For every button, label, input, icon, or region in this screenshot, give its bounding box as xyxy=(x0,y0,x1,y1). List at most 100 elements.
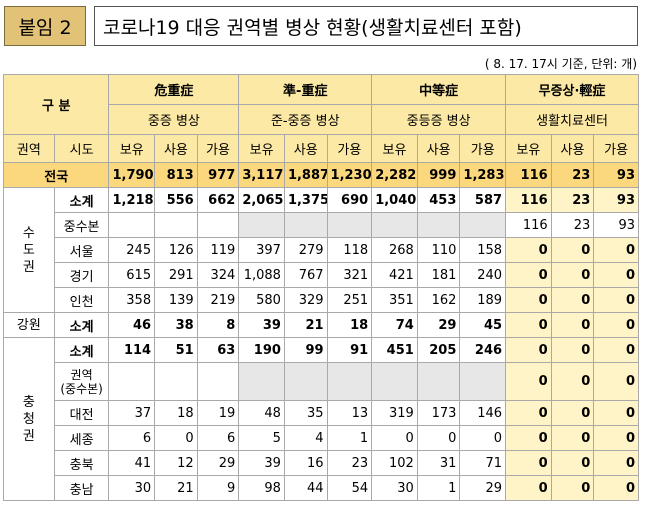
cell: 813 xyxy=(154,162,198,188)
cell xyxy=(416,212,461,238)
cell xyxy=(459,212,507,238)
cell: 44 xyxy=(283,475,328,501)
header-group-critical: 危重症 xyxy=(108,74,240,105)
header-metric: 가용 xyxy=(326,134,373,163)
cell: 0 xyxy=(505,312,552,338)
header-group-moderate: 中等症 xyxy=(371,74,507,105)
city-label-line: (중수본) xyxy=(60,381,103,396)
cell: 0 xyxy=(550,237,595,263)
region-name-part: 권 xyxy=(22,428,35,444)
attachment-badge: 붙임 2 xyxy=(4,6,86,46)
cell: 71 xyxy=(459,450,507,476)
cell: 5 xyxy=(238,425,285,451)
cell xyxy=(238,362,285,401)
cell: 0 xyxy=(505,425,552,451)
cell: 1,218 xyxy=(108,187,156,213)
region-name-part: 권 xyxy=(22,259,35,275)
cell: 0 xyxy=(505,362,552,401)
cell: 0 xyxy=(550,362,595,401)
cell: 0 xyxy=(550,400,595,426)
cell: 30 xyxy=(108,475,156,501)
cell: 189 xyxy=(459,287,507,313)
cell: 139 xyxy=(154,287,198,313)
cell: 397 xyxy=(238,237,285,263)
cell xyxy=(108,362,156,401)
city-label: 충남 xyxy=(53,475,110,501)
region-name-part: 도 xyxy=(22,242,35,258)
cell: 421 xyxy=(371,262,418,288)
cell: 46 xyxy=(108,312,156,338)
cell: 246 xyxy=(459,337,507,363)
cell: 190 xyxy=(238,337,285,363)
cell xyxy=(283,212,328,238)
cell xyxy=(238,212,285,238)
header-metric: 가용 xyxy=(593,134,639,163)
cell: 116 xyxy=(505,162,552,188)
cell: 23 xyxy=(326,450,373,476)
cell: 91 xyxy=(326,337,373,363)
cell: 0 xyxy=(550,312,595,338)
cell: 977 xyxy=(196,162,240,188)
cell: 556 xyxy=(154,187,198,213)
table-row: 강원 소계 46 38 8 39 21 18 74 29 45 0 0 0 xyxy=(3,312,639,338)
total-label: 전국 xyxy=(2,162,110,188)
page-title: 코로나19 대응 권역별 병상 현황(생활치료센터 포함) xyxy=(94,6,638,46)
cell: 279 xyxy=(283,237,328,263)
cell: 690 xyxy=(326,187,373,213)
header-sub-semi-critical: 준-중증 병상 xyxy=(238,104,373,135)
cell: 0 xyxy=(593,450,639,476)
cell: 18 xyxy=(326,312,373,338)
cell: 324 xyxy=(196,262,240,288)
cell: 0 xyxy=(550,262,595,288)
cell: 74 xyxy=(371,312,418,338)
cell: 12 xyxy=(154,450,198,476)
cell: 205 xyxy=(416,337,461,363)
cell: 0 xyxy=(505,237,552,263)
header-metric: 사용 xyxy=(283,134,328,163)
header-city: 시도 xyxy=(53,134,110,163)
cell: 0 xyxy=(154,425,198,451)
cell: 0 xyxy=(593,425,639,451)
cell: 1,230 xyxy=(326,162,373,188)
cell: 29 xyxy=(196,450,240,476)
cell xyxy=(416,362,461,401)
cell: 63 xyxy=(196,337,240,363)
cell: 0 xyxy=(593,262,639,288)
cell: 1,283 xyxy=(459,162,507,188)
cell: 45 xyxy=(459,312,507,338)
table-row: 서울 245 126 119 397 279 118 268 110 158 0 0 0 xyxy=(4,237,639,263)
table-row: 인천 358 139 219 580 329 251 351 162 189 0 0 0 xyxy=(4,287,639,313)
cell: 2,065 xyxy=(238,187,285,213)
region-name: 강원 xyxy=(3,312,55,338)
cell: 453 xyxy=(416,187,461,213)
cell: 0 xyxy=(550,425,595,451)
region-name-part: 청 xyxy=(22,411,35,427)
header-metric: 보유 xyxy=(238,134,285,163)
cell: 615 xyxy=(108,262,156,288)
cell: 6 xyxy=(108,425,156,451)
cell: 119 xyxy=(196,237,240,263)
cell: 4 xyxy=(283,425,328,451)
cell: 767 xyxy=(283,262,328,288)
cell xyxy=(283,362,328,401)
cell: 23 xyxy=(550,162,595,188)
cell: 35 xyxy=(283,400,328,426)
cell: 0 xyxy=(550,475,595,501)
cell: 0 xyxy=(593,475,639,501)
cell xyxy=(326,212,373,238)
cell: 30 xyxy=(371,475,418,501)
cell xyxy=(196,362,240,401)
cell: 1,790 xyxy=(108,162,156,188)
cell: 0 xyxy=(505,475,552,501)
cell: 999 xyxy=(416,162,461,188)
cell: 23 xyxy=(550,212,595,238)
cell xyxy=(108,212,156,238)
cell: 1,088 xyxy=(238,262,285,288)
unit-note: ( 8. 17. 17시 기준, 단위: 개) xyxy=(484,57,637,71)
cell xyxy=(371,212,418,238)
bed-status-table: 구 분 危重症 準-重症 中等症 무증상·輕症 중증 병상 준-중증 병상 중등… xyxy=(2,74,639,501)
cell: 3,117 xyxy=(238,162,285,188)
cell: 23 xyxy=(550,187,595,213)
header-group-mild: 무증상·輕症 xyxy=(505,74,639,105)
cell: 0 xyxy=(550,450,595,476)
